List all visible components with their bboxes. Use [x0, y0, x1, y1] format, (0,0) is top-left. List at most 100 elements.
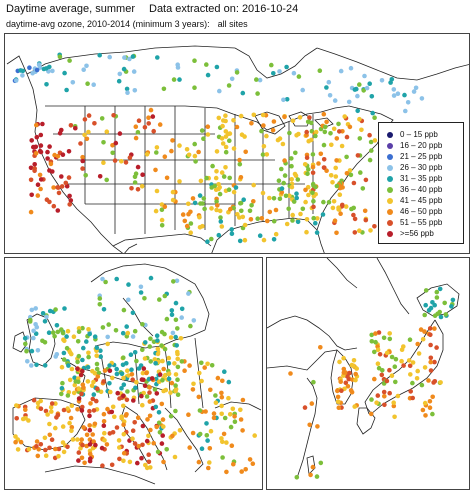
- site-marker: [172, 361, 177, 366]
- site-marker: [101, 160, 106, 165]
- site-marker: [179, 306, 185, 312]
- site-marker: [66, 363, 71, 368]
- site-marker: [271, 71, 276, 76]
- site-marker: [219, 136, 225, 141]
- site-marker: [368, 228, 373, 233]
- site-marker: [129, 367, 134, 372]
- site-marker: [173, 383, 178, 388]
- site-marker: [13, 439, 18, 445]
- site-marker: [231, 118, 236, 123]
- site-marker: [94, 398, 99, 404]
- site-marker: [125, 368, 130, 373]
- site-marker: [142, 125, 148, 130]
- site-marker: [90, 396, 96, 402]
- site-marker: [68, 198, 74, 203]
- site-marker: [38, 442, 44, 447]
- site-marker: [389, 354, 395, 360]
- site-marker: [227, 175, 232, 181]
- site-marker: [216, 182, 221, 187]
- site-marker: [60, 330, 66, 336]
- site-marker: [232, 419, 238, 424]
- site-marker: [213, 400, 219, 405]
- legend-entries: 0 – 15 ppb 16 – 20 ppb 21 – 25 ppb 26 – 30 …: [387, 129, 463, 239]
- site-marker: [94, 345, 100, 350]
- site-marker: [344, 171, 350, 176]
- site-marker: [187, 445, 192, 450]
- site-marker: [391, 87, 397, 92]
- site-marker: [231, 146, 237, 151]
- site-marker: [214, 64, 220, 70]
- site-marker: [255, 91, 260, 96]
- site-marker: [291, 199, 297, 204]
- site-marker: [234, 124, 240, 130]
- site-marker: [60, 440, 66, 445]
- site-marker: [287, 130, 292, 136]
- site-marker: [45, 149, 50, 155]
- site-marker: [140, 172, 145, 177]
- site-marker: [90, 432, 95, 437]
- legend-label: 0 – 15 ppb: [400, 130, 438, 139]
- legend-entry: >=56 ppb: [387, 228, 463, 239]
- site-marker: [227, 131, 233, 136]
- site-marker: [291, 70, 297, 76]
- site-marker: [264, 133, 269, 139]
- site-marker: [269, 62, 274, 68]
- site-marker: [267, 209, 273, 215]
- legend-label: 46 – 50 ppb: [400, 207, 443, 216]
- site-marker: [70, 80, 76, 85]
- site-marker: [143, 340, 148, 345]
- site-marker: [255, 216, 260, 221]
- east-asia-map[interactable]: [266, 257, 470, 490]
- site-marker: [155, 351, 161, 357]
- site-marker: [126, 282, 131, 287]
- site-marker: [372, 349, 377, 355]
- site-marker: [208, 387, 213, 393]
- north-america-map[interactable]: 0 – 15 ppb 16 – 20 ppb 21 – 25 ppb 26 – 30 …: [4, 33, 470, 254]
- site-marker: [211, 415, 217, 421]
- site-marker: [99, 116, 105, 121]
- site-marker: [205, 132, 211, 137]
- site-marker: [414, 376, 420, 381]
- site-marker: [143, 462, 148, 468]
- site-marker: [369, 148, 374, 153]
- site-marker: [296, 74, 302, 79]
- site-marker: [379, 78, 385, 83]
- site-marker: [197, 408, 203, 413]
- legend-entry: 41 – 45 ppb: [387, 195, 463, 206]
- site-marker: [348, 65, 354, 71]
- site-marker: [119, 386, 124, 391]
- site-marker: [153, 361, 158, 366]
- site-marker: [173, 334, 178, 340]
- site-marker: [45, 412, 50, 417]
- site-marker: [91, 408, 97, 413]
- europe-map[interactable]: [4, 257, 263, 490]
- site-marker: [162, 154, 168, 159]
- site-marker: [100, 276, 105, 282]
- legend-swatch: [387, 131, 393, 138]
- site-marker: [336, 205, 341, 210]
- site-marker: [374, 400, 379, 405]
- site-marker: [426, 308, 432, 313]
- site-marker: [287, 193, 292, 198]
- site-marker: [104, 442, 110, 447]
- site-marker: [282, 173, 288, 178]
- site-marker: [146, 433, 151, 439]
- site-marker: [51, 185, 56, 190]
- site-marker: [80, 158, 85, 164]
- site-marker: [328, 131, 333, 136]
- site-marker: [139, 184, 145, 189]
- site-marker: [62, 70, 67, 76]
- site-marker: [123, 160, 129, 165]
- site-marker: [59, 386, 65, 391]
- site-marker: [163, 387, 169, 393]
- site-marker: [293, 150, 298, 156]
- site-marker: [277, 69, 282, 74]
- site-marker: [27, 65, 32, 70]
- legend-swatch: [387, 208, 393, 215]
- site-marker: [126, 373, 131, 378]
- site-marker: [209, 363, 215, 368]
- title-line: Daytime average, summer Data extracted on…: [6, 3, 298, 15]
- site-marker: [151, 440, 156, 446]
- site-marker: [403, 108, 408, 114]
- site-marker: [29, 363, 34, 368]
